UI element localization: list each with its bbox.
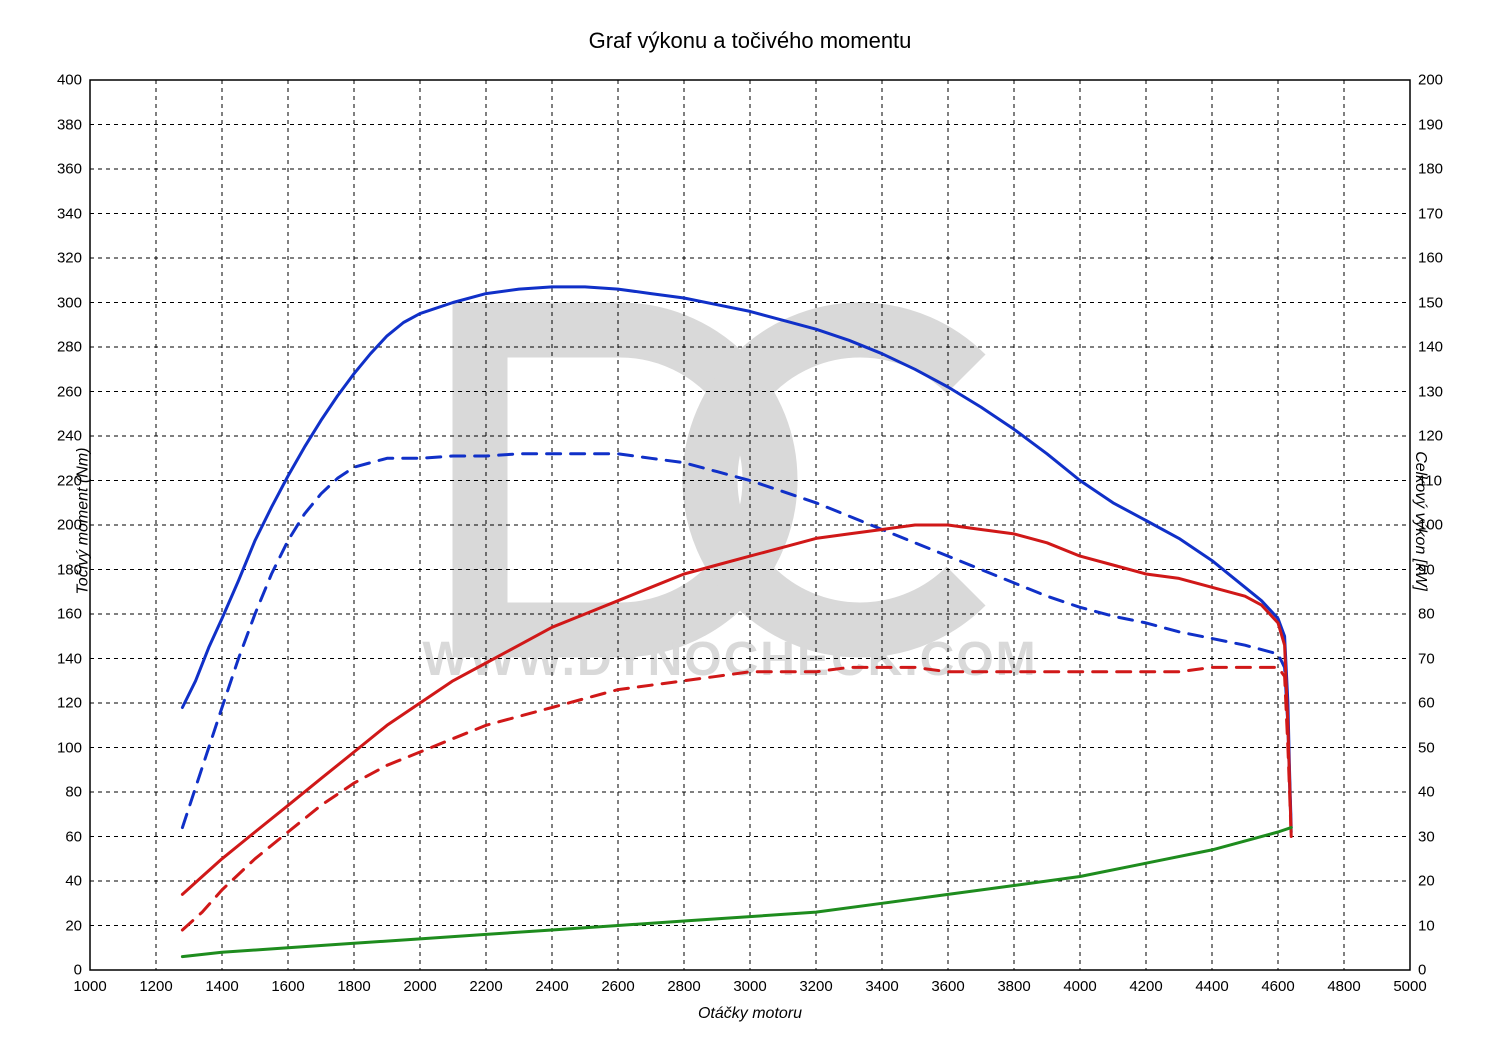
xtick-label: 2000 xyxy=(403,978,436,995)
yright-tick-label: 160 xyxy=(1418,250,1443,267)
chart-container: Graf výkonu a točivého momentu Otáčky mo… xyxy=(0,0,1500,1041)
yleft-tick-label: 340 xyxy=(57,205,82,222)
yright-tick-label: 20 xyxy=(1418,873,1435,890)
xtick-label: 1200 xyxy=(139,978,172,995)
xtick-label: 2200 xyxy=(469,978,502,995)
series-power_stock xyxy=(182,667,1291,930)
yright-tick-label: 40 xyxy=(1418,784,1435,801)
yright-tick-label: 70 xyxy=(1418,650,1435,667)
xtick-label: 5000 xyxy=(1393,978,1426,995)
xtick-label: 3400 xyxy=(865,978,898,995)
xtick-label: 2600 xyxy=(601,978,634,995)
yleft-tick-label: 60 xyxy=(65,828,82,845)
yleft-tick-label: 0 xyxy=(74,962,82,979)
yright-tick-label: 0 xyxy=(1418,962,1426,979)
yleft-tick-label: 120 xyxy=(57,695,82,712)
xtick-label: 3000 xyxy=(733,978,766,995)
yleft-tick-label: 360 xyxy=(57,161,82,178)
xtick-label: 4200 xyxy=(1129,978,1162,995)
yright-tick-label: 100 xyxy=(1418,517,1443,534)
yleft-tick-label: 180 xyxy=(57,561,82,578)
yright-tick-label: 60 xyxy=(1418,695,1435,712)
plot-svg: WWW.DYNOCHECK.COM xyxy=(0,0,1500,1041)
xtick-label: 1400 xyxy=(205,978,238,995)
yright-tick-label: 120 xyxy=(1418,428,1443,445)
yleft-tick-label: 260 xyxy=(57,383,82,400)
yright-tick-label: 140 xyxy=(1418,339,1443,356)
yleft-tick-label: 300 xyxy=(57,294,82,311)
yleft-tick-label: 140 xyxy=(57,650,82,667)
yright-tick-label: 150 xyxy=(1418,294,1443,311)
xtick-label: 3200 xyxy=(799,978,832,995)
yright-tick-label: 80 xyxy=(1418,606,1435,623)
yleft-tick-label: 20 xyxy=(65,917,82,934)
yleft-tick-label: 40 xyxy=(65,873,82,890)
yright-tick-label: 50 xyxy=(1418,739,1435,756)
xtick-label: 1800 xyxy=(337,978,370,995)
yright-tick-label: 130 xyxy=(1418,383,1443,400)
svg-text:WWW.DYNOCHECK.COM: WWW.DYNOCHECK.COM xyxy=(422,633,1037,686)
yleft-tick-label: 320 xyxy=(57,250,82,267)
yright-tick-label: 190 xyxy=(1418,116,1443,133)
xtick-label: 1600 xyxy=(271,978,304,995)
yleft-tick-label: 240 xyxy=(57,428,82,445)
yright-tick-label: 110 xyxy=(1418,472,1442,489)
watermark: WWW.DYNOCHECK.COM xyxy=(422,330,1037,686)
xtick-label: 1000 xyxy=(73,978,106,995)
yright-tick-label: 90 xyxy=(1418,561,1435,578)
yright-tick-label: 30 xyxy=(1418,828,1435,845)
xtick-label: 2400 xyxy=(535,978,568,995)
xtick-label: 2800 xyxy=(667,978,700,995)
xtick-label: 4800 xyxy=(1327,978,1360,995)
yleft-tick-label: 400 xyxy=(57,72,82,89)
xtick-label: 3800 xyxy=(997,978,1030,995)
yright-tick-label: 180 xyxy=(1418,161,1443,178)
xtick-label: 3600 xyxy=(931,978,964,995)
yleft-tick-label: 380 xyxy=(57,116,82,133)
xtick-label: 4600 xyxy=(1261,978,1294,995)
yleft-tick-label: 100 xyxy=(57,739,82,756)
series-losses xyxy=(182,828,1291,957)
xtick-label: 4400 xyxy=(1195,978,1228,995)
yleft-tick-label: 160 xyxy=(57,606,82,623)
yright-tick-label: 10 xyxy=(1418,917,1435,934)
yright-tick-label: 170 xyxy=(1418,205,1443,222)
yleft-tick-label: 200 xyxy=(57,517,82,534)
yleft-tick-label: 280 xyxy=(57,339,82,356)
yleft-tick-label: 220 xyxy=(57,472,82,489)
yleft-tick-label: 80 xyxy=(65,784,82,801)
yright-tick-label: 200 xyxy=(1418,72,1443,89)
xtick-label: 4000 xyxy=(1063,978,1096,995)
